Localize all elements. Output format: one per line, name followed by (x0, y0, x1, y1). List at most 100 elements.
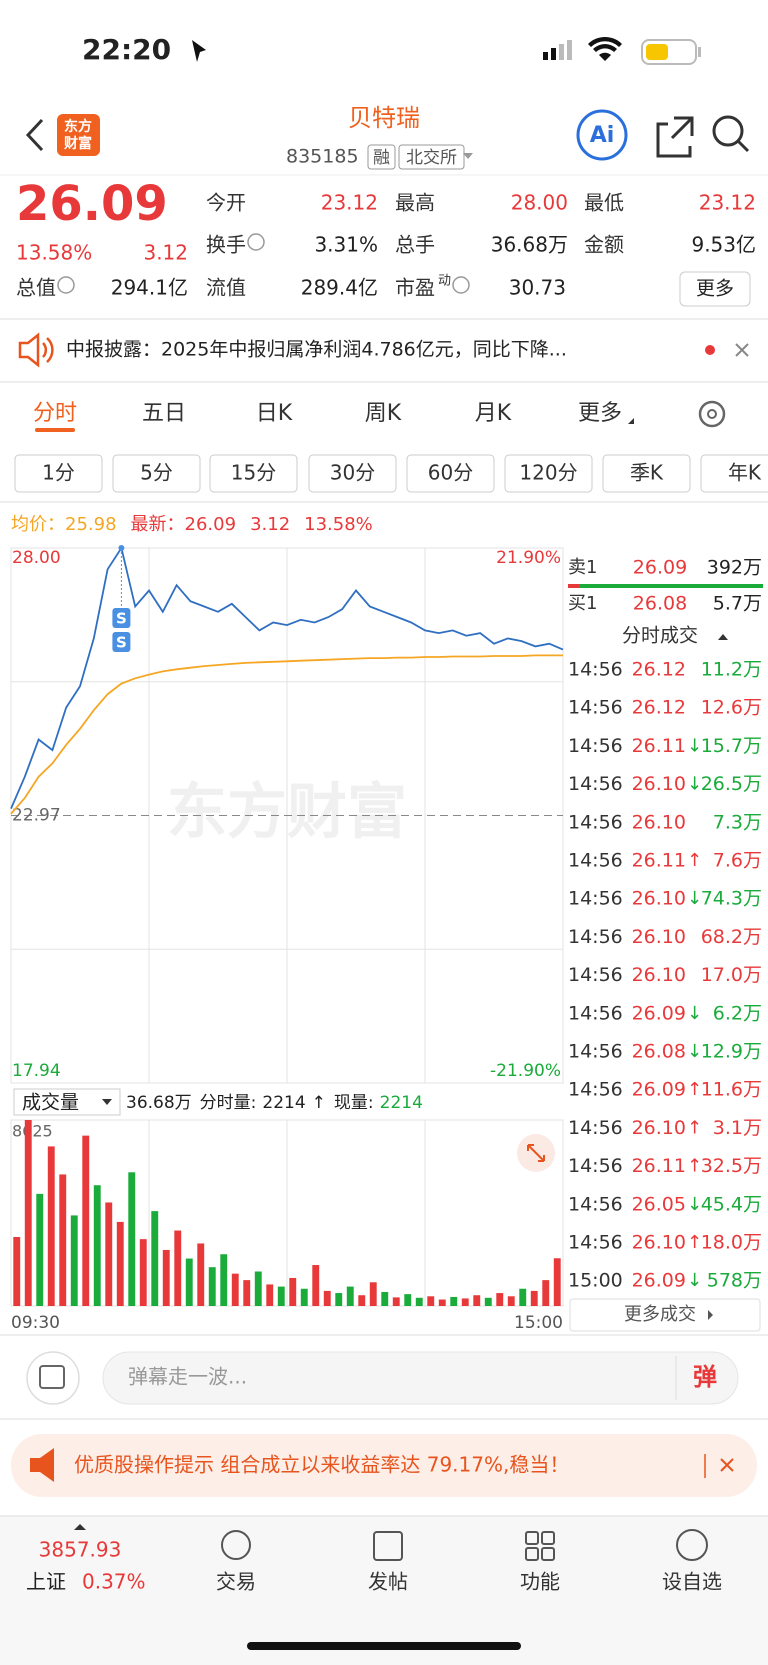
tab[interactable]: 月K (475, 401, 512, 426)
period-label[interactable]: 1分 (42, 461, 75, 485)
trades-title: 分时成交 (622, 625, 698, 647)
trade-arrow: ↑ (687, 1117, 702, 1138)
period-label[interactable]: 15分 (231, 461, 276, 485)
tab[interactable]: 日K (256, 401, 293, 426)
chart-info-item: 最新： (131, 514, 185, 535)
more-button-label[interactable]: 更多 (696, 278, 734, 300)
banner-bg (11, 1434, 757, 1497)
tab[interactable]: 分时 (33, 401, 77, 426)
more-button[interactable] (679, 271, 751, 307)
trade-volume: 6.2万 (713, 1002, 762, 1024)
trade-time: 14:56 (568, 697, 623, 719)
notice-text[interactable]: 中报披露：2025年中报归属净利润4.786亿元，同比下降... (66, 339, 567, 361)
comment-placeholder[interactable]: 弹幕走一波... (128, 1365, 247, 1389)
trade-price: 26.10 (632, 964, 686, 986)
order-price: 26.09 (633, 557, 687, 579)
volume-bar (415, 1297, 423, 1306)
trade-marker (112, 632, 131, 652)
dropdown-caret (628, 418, 634, 424)
stat-label: 金额 (584, 233, 624, 257)
trade-price: 26.11 (632, 1155, 686, 1177)
logo-text: 东方 (64, 118, 92, 135)
period-button[interactable] (700, 454, 768, 493)
volume-bar (507, 1296, 515, 1306)
period-label[interactable]: 季K (630, 461, 664, 485)
period-button[interactable] (308, 454, 397, 493)
tab-bar-item[interactable]: 发帖 (368, 1570, 408, 1594)
divider (0, 501, 768, 503)
status-time: 22:20 (82, 33, 171, 66)
volume-selector[interactable] (13, 1088, 121, 1116)
stat-label: 市盈 (395, 276, 435, 300)
volume-bar (277, 1286, 285, 1306)
chart-info: 均价：25.98 最新：26.09 3.12 13.58% (11, 514, 373, 535)
volume-bar (174, 1230, 182, 1306)
change: 3.12 (143, 241, 188, 265)
index-change[interactable]: 0.37% (82, 1570, 146, 1594)
tab-bar-item[interactable]: 设自选 (662, 1570, 722, 1594)
stat-value: 23.12 (321, 191, 378, 215)
index-value[interactable]: 3857.93 (39, 1538, 122, 1562)
stat-value: 36.68万 (491, 233, 568, 257)
trade-time: 14:56 (568, 1002, 623, 1024)
trade-price: 26.09 (632, 1079, 686, 1101)
volume-bar (300, 1288, 308, 1306)
trade-marker (112, 608, 131, 628)
tag-box (367, 144, 396, 170)
volume-bar (208, 1267, 216, 1306)
stat-label: 总手 (395, 233, 435, 257)
tab[interactable]: 更多 (578, 401, 622, 426)
trade-volume: 12.6万 (701, 697, 762, 719)
volume-bar (105, 1202, 113, 1306)
period-button[interactable] (14, 454, 103, 493)
volume-selector-label[interactable]: 成交量 (22, 1092, 79, 1114)
period-label[interactable]: 30分 (330, 461, 375, 485)
period-button[interactable] (209, 454, 298, 493)
period-button[interactable] (504, 454, 593, 493)
trade-volume: 45.4万 (701, 1193, 762, 1215)
tab[interactable]: 五日 (142, 401, 186, 426)
more-trades-label[interactable]: 更多成交 (624, 1304, 696, 1325)
tab-bar-item[interactable]: 交易 (216, 1570, 256, 1594)
more-caret (708, 1310, 713, 1320)
trade-volume: 74.3万 (701, 888, 762, 910)
divider (0, 318, 768, 320)
divider (0, 1334, 768, 1336)
trade-time: 14:56 (568, 850, 623, 872)
tab[interactable]: 周K (365, 401, 402, 426)
trade-arrow: ↓ (687, 1041, 702, 1062)
period-button[interactable] (406, 454, 495, 493)
trade-time: 14:56 (568, 888, 623, 910)
trade-price: 26.10 (632, 1117, 686, 1139)
trade-arrow: ↓ (687, 774, 702, 795)
period-label[interactable]: 120分 (519, 461, 577, 485)
tab-bar-item[interactable]: 功能 (520, 1570, 560, 1594)
y-tick-label: 8625 (12, 1122, 53, 1141)
volume-bar (289, 1277, 297, 1306)
volume-header-item: 36.68万 (126, 1093, 192, 1113)
gear-icon (698, 400, 726, 428)
sort-caret (718, 634, 728, 640)
trade-price: 26.08 (632, 1041, 686, 1063)
order-volume: 5.7万 (713, 593, 762, 615)
volume-bar (70, 1215, 78, 1306)
period-button[interactable] (112, 454, 201, 493)
period-label[interactable]: 60分 (428, 461, 473, 485)
chart-info-item: 13.58% (304, 514, 373, 535)
trade-price: 26.12 (632, 659, 686, 681)
period-label[interactable]: 年K (728, 461, 762, 485)
stat-label-sup: 动 (438, 274, 451, 289)
dropdown-caret (102, 1099, 112, 1105)
index-name[interactable]: 上证 (26, 1570, 66, 1594)
period-label[interactable]: 5分 (140, 461, 173, 485)
volume-bar (312, 1265, 320, 1306)
trade-price: 26.09 (632, 1002, 686, 1024)
trade-volume: 15.7万 (701, 735, 762, 757)
volume-bar (128, 1172, 136, 1306)
volume-bar (553, 1258, 561, 1306)
comment-button[interactable]: 弹 (693, 1363, 717, 1391)
banner-text[interactable]: 优质股操作提示 组合成立以来收益率达 79.17%,稳当！ (74, 1453, 569, 1477)
period-button[interactable] (602, 454, 691, 493)
trade-price: 26.10 (632, 773, 686, 795)
more-trades-button[interactable] (569, 1298, 761, 1332)
